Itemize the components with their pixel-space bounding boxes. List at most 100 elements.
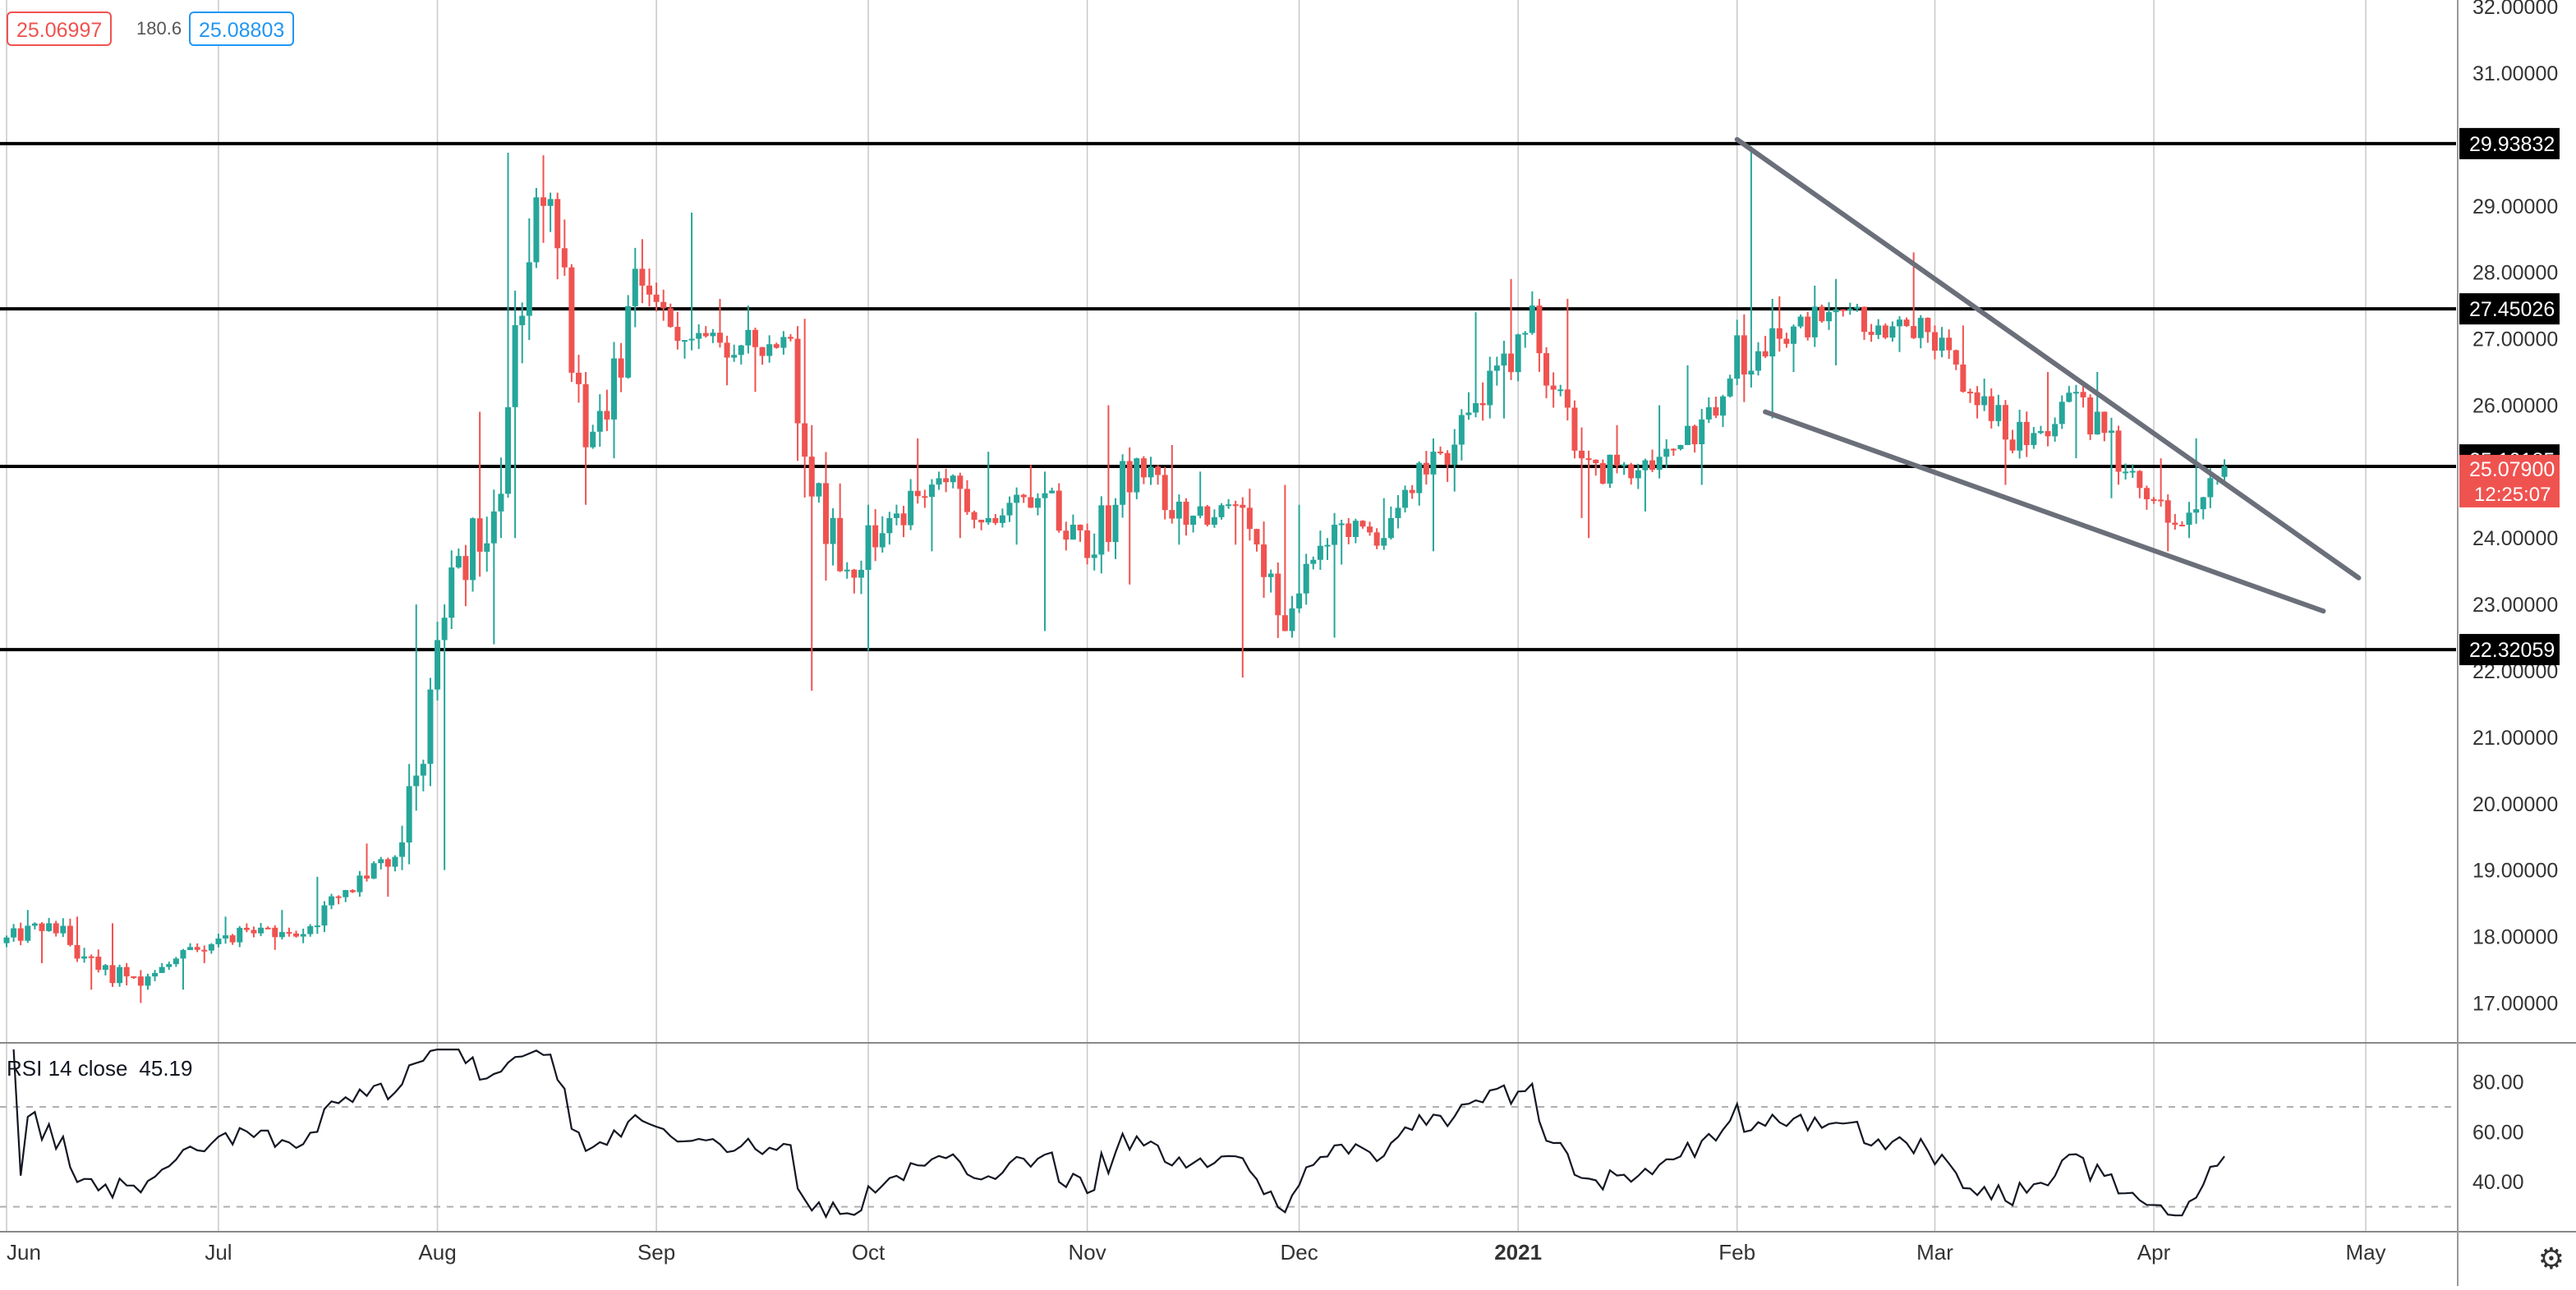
candle-body [1416,462,1423,494]
horizontal-levels[interactable] [0,141,2456,652]
candle-body [307,925,314,934]
candle-body [830,517,836,544]
candle-body [427,689,434,764]
candle-body [1098,505,1105,555]
candle-body [1966,392,1973,394]
x-tick-label: Jul [205,1240,232,1265]
candle-body [1034,498,1041,508]
candle-body [2072,392,2079,394]
grid [0,0,2576,1233]
candle-body [17,928,24,941]
candle-body [674,327,681,342]
candle-body [31,923,38,926]
candle-body [1699,419,1705,445]
candle-body [1056,490,1062,531]
candle-body [1691,425,1698,445]
candle-body [1084,530,1091,558]
bid-price-box[interactable]: 25.06997 [7,11,113,46]
candle-body [505,406,512,494]
candle-body [1444,452,1451,466]
candle-body [237,927,243,943]
candle-body [441,617,448,640]
candle-body [625,305,632,378]
candle-body [370,863,377,879]
candle-body [999,515,1005,523]
candle-body [738,345,744,356]
candle-body [561,248,568,268]
candle-body [1960,364,1966,393]
level-price-tag: 22.32059 [2469,639,2555,662]
candle-body [1063,530,1070,540]
candle-body [2052,424,2058,437]
candle-body [74,944,80,959]
candle-body [1275,573,1281,616]
candle-body [159,966,165,973]
candle-body [582,383,589,448]
x-tick-label: May [2345,1240,2385,1265]
candle-body [364,875,370,879]
candle-body [356,875,363,893]
rsi-tick-label: 40.00 [2472,1171,2524,1194]
candles [3,145,2228,1003]
rsi-legend[interactable]: RSI 14 close 45.19 [7,1056,192,1081]
candle-body [1656,457,1663,471]
candle-body [1112,504,1119,543]
x-axis-labels: Jun Jul Aug Sep Oct Nov Dec 2021 Feb Mar Apr May [7,1240,2386,1265]
candle-body [837,517,844,572]
x-tick-label: Jun [7,1240,41,1265]
candle-body [667,308,674,328]
y-tick-label: 21.00000 [2472,727,2558,750]
candle-body [420,764,426,776]
candle-body [1465,412,1472,415]
y-tick-label: 28.00000 [2472,262,2558,285]
candle-body [526,262,532,316]
countdown-tag: 12:25:07 [2474,484,2551,506]
candle-body [1289,608,1295,631]
candle-body [1120,461,1126,505]
candle-body [251,930,257,934]
candle-body [943,478,950,483]
candle-body [243,927,250,930]
gear-icon[interactable]: ⚙ [2537,1242,2564,1275]
candle-body [300,934,306,937]
candle-body [1246,507,1253,530]
candle-body [1175,501,1182,519]
candle-body [314,925,320,928]
level-price-tag: 29.93832 [2469,133,2555,156]
candle-body [349,889,356,893]
trendlines[interactable] [1734,136,2362,614]
candle-body [1487,370,1493,406]
candle-body [1261,544,1267,577]
candle-body [67,925,73,945]
candle-body [137,976,144,986]
candle-body [1868,332,1874,335]
candle-body [448,567,455,618]
candle-body [1254,529,1260,545]
candle-body [1501,353,1507,366]
candle-body [1296,593,1303,608]
candle-body [1226,504,1232,507]
candle-body [1670,448,1677,451]
candle-body [321,905,328,926]
candle-body [696,333,702,339]
candle-body [908,490,914,526]
candle-body [39,923,45,931]
candle-body [2123,471,2129,474]
candle-body [1953,350,1959,365]
candle-body [1387,517,1394,539]
ask-price-box[interactable]: 25.08803 [189,11,295,46]
candle-body [1352,521,1359,537]
rsi-bands [0,1106,2456,1208]
candle-body [1543,353,1550,386]
candle-body [893,513,899,518]
candle-body [519,315,526,326]
level-price-tag-bg [2459,634,2560,666]
candle-body [950,475,956,483]
candle-body [928,484,935,498]
x-tick-label: Apr [2137,1240,2171,1265]
candle-body [1183,501,1189,526]
candle-body [576,372,582,384]
candle-body [1762,351,1769,357]
candle-body [1515,334,1521,373]
